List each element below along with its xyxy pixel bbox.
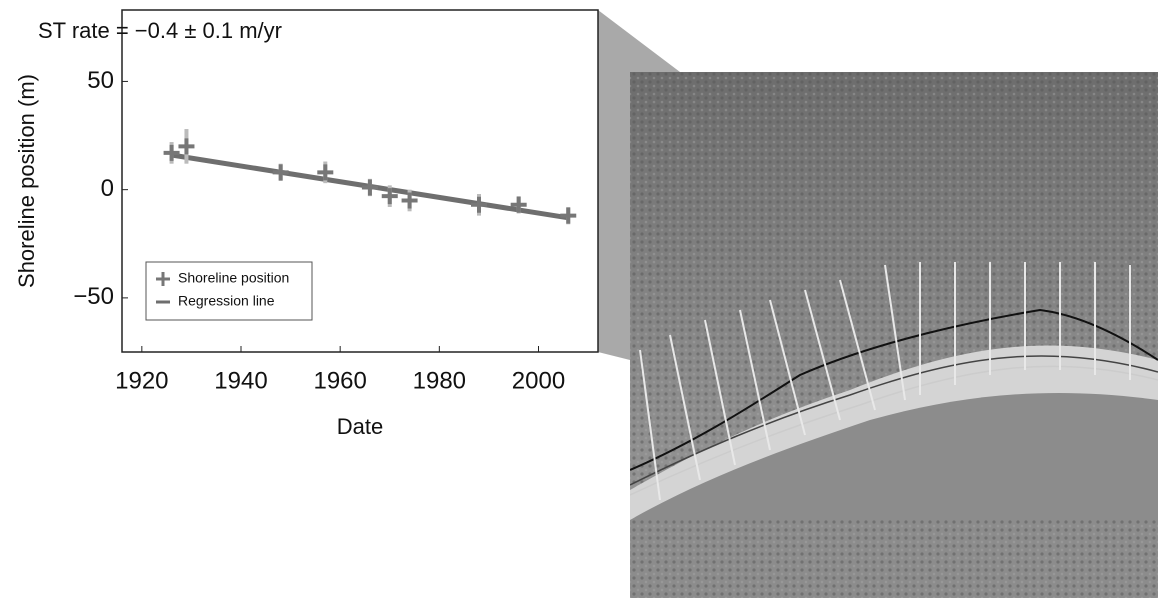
legend-label: Regression line <box>178 293 275 309</box>
x-tick-label: 1940 <box>214 367 267 394</box>
x-tick-label: 1980 <box>413 367 466 394</box>
zoom-connector <box>598 10 680 360</box>
x-axis-label: Date <box>337 414 383 439</box>
x-tick-label: 1920 <box>115 367 168 394</box>
y-tick-label: −50 <box>73 283 114 310</box>
annotation: ST rate = −0.4 ± 0.1 m/yr <box>38 18 282 43</box>
y-axis-label: Shoreline position (m) <box>14 74 39 288</box>
point <box>163 144 180 161</box>
point <box>178 138 195 155</box>
legend-label: Shoreline position <box>178 270 289 286</box>
y-tick-label: 50 <box>87 67 114 94</box>
y-tick-label: 0 <box>101 175 114 202</box>
x-tick-label: 1960 <box>313 367 366 394</box>
point <box>381 188 398 205</box>
x-tick-label: 2000 <box>512 367 565 394</box>
legend-box <box>145 261 313 321</box>
point <box>317 164 334 181</box>
legend-symbol <box>156 272 170 286</box>
point <box>560 207 577 224</box>
point <box>471 196 487 213</box>
point <box>361 179 378 196</box>
point <box>510 196 527 213</box>
aerial-photo <box>630 72 1158 598</box>
point <box>401 192 418 209</box>
point <box>272 164 289 181</box>
